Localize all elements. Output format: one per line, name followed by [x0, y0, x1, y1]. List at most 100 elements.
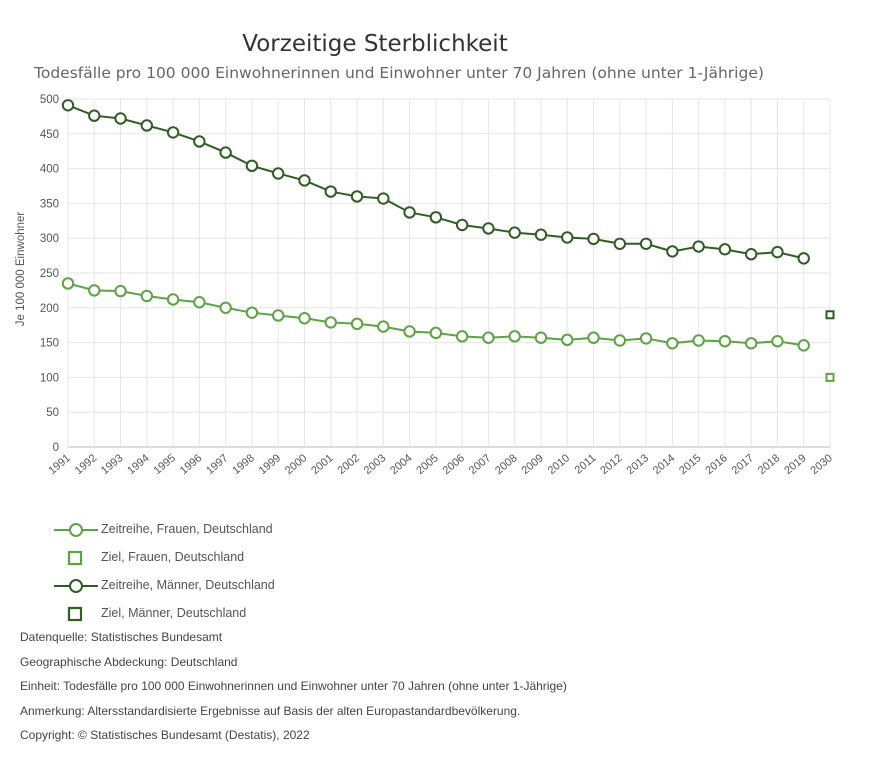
- x-tick-label: 2006: [441, 452, 467, 477]
- target-marker: [825, 310, 835, 320]
- data-point: [88, 284, 101, 297]
- data-point: [429, 326, 443, 340]
- footer-source: Datenquelle: Statistisches Bundesamt: [20, 630, 223, 644]
- data-point: [61, 277, 75, 290]
- x-tick-label: 2015: [677, 452, 703, 477]
- y-tick-label: 350: [40, 198, 59, 210]
- y-tick-label: 300: [40, 233, 59, 245]
- y-tick-label: 250: [40, 268, 59, 280]
- data-point: [61, 99, 75, 112]
- x-tick-label: 2005: [414, 452, 440, 477]
- data-point: [639, 237, 653, 250]
- data-point: [272, 167, 285, 180]
- data-point: [114, 112, 127, 125]
- y-tick-label: 400: [40, 164, 59, 176]
- footer-coverage: Geographische Abdeckung: Deutschland: [20, 654, 238, 669]
- x-tick-label: 1991: [46, 452, 72, 477]
- x-tick-label: 2016: [703, 452, 729, 477]
- data-point: [744, 248, 758, 261]
- chart-subtitle: Todesfälle pro 100 000 Einwohnerinnen un…: [34, 64, 764, 82]
- x-tick-label: 2008: [493, 452, 519, 477]
- x-tick-label: 2030: [808, 452, 834, 477]
- x-tick-label: 1995: [152, 452, 178, 477]
- data-point: [508, 330, 521, 343]
- data-point: [587, 232, 600, 246]
- data-point: [324, 316, 337, 329]
- data-point: [324, 185, 337, 198]
- data-point: [482, 222, 495, 235]
- x-tick-label: 2000: [283, 452, 309, 477]
- footer-note: Anmerkung: Altersstandardisierte Ergebni…: [20, 703, 521, 718]
- data-point: [88, 109, 101, 122]
- data-point: [350, 190, 364, 203]
- data-point: [140, 289, 154, 303]
- data-point: [534, 331, 548, 344]
- chart-title: Vorzeitige Sterblichkeit: [242, 31, 508, 57]
- footer-copyright: Copyright: © Statistisches Bundesamt (De…: [20, 728, 310, 743]
- data-point: [508, 226, 521, 239]
- data-point: [613, 237, 626, 250]
- data-point: [403, 206, 416, 219]
- x-tick-label: 2002: [335, 452, 361, 477]
- x-tick-label: 1997: [204, 452, 230, 477]
- legend-line-circle-icon: [54, 523, 98, 537]
- data-point: [482, 331, 495, 344]
- x-tick-label: 1999: [257, 452, 283, 477]
- data-point: [193, 296, 206, 309]
- x-tick-label: 2009: [519, 452, 545, 477]
- data-point: [561, 231, 574, 244]
- data-point: [692, 240, 705, 253]
- x-tick-label: 1993: [99, 452, 125, 477]
- data-point: [298, 174, 311, 187]
- legend-square-icon: [67, 606, 83, 622]
- data-point: [613, 334, 626, 347]
- data-point: [561, 333, 574, 347]
- x-tick-label: 1996: [178, 452, 204, 477]
- data-point: [587, 331, 600, 344]
- data-point: [455, 330, 469, 343]
- data-point: [666, 337, 679, 350]
- chart-footer: Datenquelle: Statistisches Bundesamt Geo…: [20, 629, 567, 752]
- x-tick-label: 2013: [625, 452, 651, 477]
- legend-square-icon: [67, 550, 83, 566]
- x-tick-label: 2012: [598, 452, 624, 477]
- data-point: [403, 325, 416, 338]
- data-point: [245, 159, 259, 173]
- x-tick-label: 2019: [782, 452, 808, 477]
- y-tick-label: 500: [40, 94, 59, 106]
- y-tick-label: 100: [40, 372, 59, 384]
- data-point: [744, 337, 758, 350]
- x-tick-label: 1992: [73, 452, 99, 477]
- data-point: [193, 135, 206, 148]
- data-point: [639, 332, 653, 345]
- x-tick-label: 2017: [730, 452, 756, 477]
- data-point: [114, 284, 127, 298]
- data-point: [272, 309, 285, 322]
- legend-line-circle-icon: [54, 579, 98, 593]
- data-point: [298, 312, 311, 325]
- data-point: [666, 245, 679, 258]
- x-tick-label: 2007: [467, 452, 493, 477]
- data-point: [377, 320, 390, 333]
- data-point: [245, 306, 259, 319]
- y-tick-label: 150: [40, 338, 59, 350]
- y-tick-label: 450: [40, 129, 59, 141]
- x-tick-label: 2001: [309, 452, 335, 477]
- target-marker: [825, 372, 835, 382]
- footer-unit: Einheit: Todesfälle pro 100 000 Einwohne…: [20, 679, 567, 694]
- data-point: [771, 245, 784, 259]
- y-tick-label: 200: [40, 303, 59, 315]
- x-tick-label: 2010: [546, 452, 572, 477]
- x-tick-label: 2011: [573, 452, 599, 476]
- legend-label: Zeitreihe, Männer, Deutschland: [101, 578, 275, 592]
- data-point: [429, 211, 443, 224]
- x-tick-label: 1998: [230, 452, 256, 477]
- x-tick-label: 2004: [388, 452, 414, 477]
- x-tick-label: 1994: [125, 452, 151, 477]
- data-point: [219, 301, 232, 314]
- data-point: [166, 126, 180, 139]
- y-axis-label: Je 100 000 Einwohner: [15, 212, 27, 327]
- data-point: [718, 335, 732, 348]
- data-point: [350, 317, 364, 331]
